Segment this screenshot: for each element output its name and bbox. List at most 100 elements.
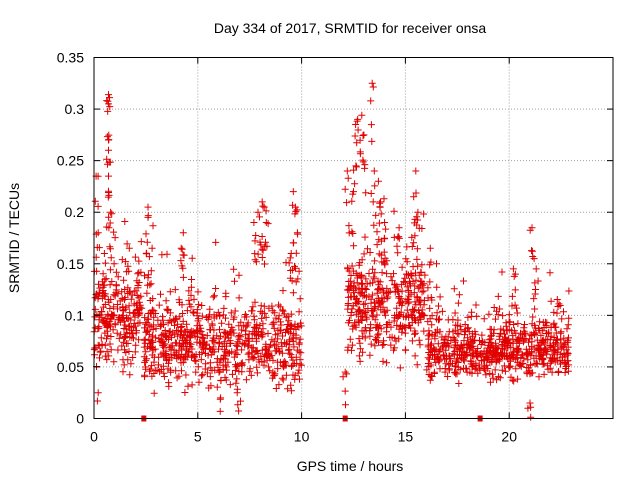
- data-point: [238, 359, 246, 367]
- data-point: [235, 271, 243, 279]
- data-point: [359, 348, 367, 356]
- data-point: [124, 356, 132, 364]
- data-point: [101, 319, 109, 327]
- data-point: [207, 326, 214, 334]
- data-point: [535, 373, 543, 381]
- data-point: [364, 245, 371, 253]
- data-point: [494, 345, 502, 353]
- data-point: [451, 309, 459, 317]
- data-point: [194, 317, 202, 325]
- data-point: [127, 360, 135, 368]
- data-point: [390, 207, 398, 215]
- data-point: [142, 348, 150, 356]
- data-point: [528, 247, 535, 255]
- data-point: [439, 351, 447, 359]
- data-point: [361, 161, 369, 169]
- data-point: [231, 367, 239, 374]
- data-point: [93, 243, 101, 251]
- data-point: [287, 325, 295, 333]
- data-point: [486, 348, 494, 356]
- data-point: [518, 335, 526, 343]
- data-point: [553, 309, 561, 317]
- data-point: [462, 365, 470, 373]
- data-point: [352, 162, 360, 170]
- data-point: [346, 335, 354, 343]
- data-point: [234, 333, 242, 341]
- x-axis-label: GPS time / hours: [297, 458, 404, 474]
- data-point: [353, 163, 360, 171]
- data-point: [521, 321, 528, 328]
- data-point: [264, 220, 272, 228]
- data-point: [104, 107, 112, 115]
- data-point: [270, 324, 278, 332]
- data-point: [277, 327, 285, 335]
- data-point: [489, 374, 497, 382]
- data-point: [135, 310, 143, 318]
- data-point: [442, 346, 450, 354]
- data-point: [436, 293, 444, 301]
- data-point: [162, 350, 170, 357]
- data-point: [282, 329, 289, 336]
- data-point: [472, 330, 480, 338]
- data-point: [411, 232, 419, 240]
- data-point: [272, 331, 280, 339]
- data-point: [285, 259, 293, 267]
- data-point: [127, 323, 135, 331]
- data-point: [461, 321, 469, 328]
- data-point: [436, 365, 444, 373]
- data-point: [254, 250, 262, 258]
- data-point: [451, 338, 459, 346]
- data-point: [108, 210, 116, 218]
- data-point: [101, 341, 109, 349]
- data-point: [359, 292, 367, 300]
- data-point: [435, 302, 442, 310]
- data-point: [233, 375, 241, 383]
- data-point: [367, 121, 375, 129]
- data-point: [258, 198, 266, 206]
- data-point: [383, 323, 391, 331]
- data-point: [360, 327, 368, 335]
- data-point: [488, 341, 496, 349]
- data-point: [124, 340, 132, 347]
- data-point: [147, 280, 155, 288]
- data-point: [134, 282, 142, 289]
- data-point: [227, 309, 235, 317]
- data-point: [491, 350, 499, 358]
- data-point: [254, 349, 262, 357]
- data-point: [270, 309, 278, 317]
- data-point: [244, 350, 252, 358]
- x-tick-label: 0: [90, 429, 98, 445]
- data-point: [380, 337, 387, 345]
- data-point: [452, 363, 460, 371]
- data-point: [550, 308, 558, 316]
- data-point: [259, 202, 267, 210]
- data-point: [230, 353, 238, 361]
- data-point: [507, 373, 515, 381]
- data-point: [287, 381, 295, 389]
- data-point: [380, 248, 388, 256]
- data-point: [358, 316, 366, 324]
- data-point: [525, 364, 533, 372]
- data-point: [284, 321, 292, 328]
- data-point: [509, 265, 517, 273]
- data-point: [279, 307, 287, 315]
- data-point: [237, 318, 245, 326]
- data-point: [415, 307, 423, 314]
- data-point: [371, 342, 379, 350]
- data-point: [105, 189, 112, 196]
- data-point: [415, 336, 423, 344]
- data-point: [191, 329, 199, 337]
- data-point: [426, 244, 434, 252]
- data-point: [375, 330, 383, 338]
- data-point: [274, 365, 282, 373]
- data-point: [341, 387, 349, 395]
- data-point: [473, 352, 480, 360]
- data-point: [105, 146, 112, 154]
- data-point: [125, 267, 133, 275]
- data-point: [228, 348, 236, 356]
- data-point: [250, 312, 258, 320]
- data-point: [169, 329, 177, 337]
- data-point: [261, 243, 269, 251]
- data-point: [172, 314, 180, 322]
- data-point: [193, 312, 201, 320]
